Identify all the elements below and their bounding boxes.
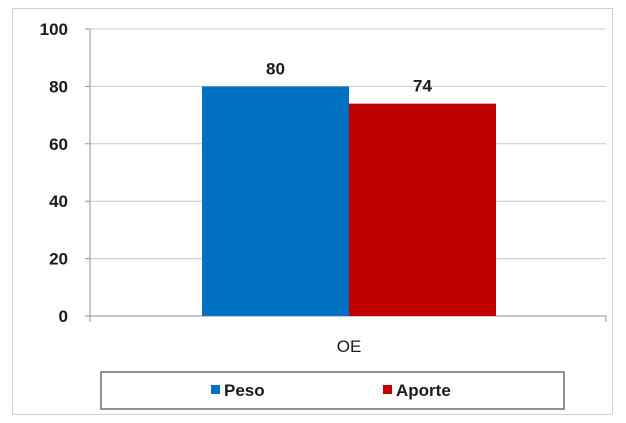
legend-box [100,371,565,410]
gridlines [90,28,606,317]
y-axis: 0 20 40 60 80 100 [40,20,91,326]
data-label-peso: 80 [266,59,285,78]
bar-aporte [349,103,496,317]
y-tick-label: 80 [49,77,68,96]
y-tick-label: 60 [49,135,68,154]
legend: Peso Aporte [100,371,565,410]
y-tick-label: 100 [40,20,68,39]
legend-label-aporte: Aporte [396,381,451,400]
legend-label-peso: Peso [224,381,265,400]
chart-frame [12,8,613,415]
y-tick-label: 20 [49,250,68,269]
legend-swatch-aporte [383,385,392,394]
bars [202,86,496,317]
bar-peso [202,86,349,317]
x-axis: OE [89,316,607,356]
y-tick-label: 40 [49,192,68,211]
x-category-label: OE [337,337,362,356]
y-tick-label: 0 [59,307,68,326]
data-labels: 80 74 [266,59,432,95]
data-label-aporte: 74 [413,77,432,96]
legend-swatch-peso [211,385,220,394]
